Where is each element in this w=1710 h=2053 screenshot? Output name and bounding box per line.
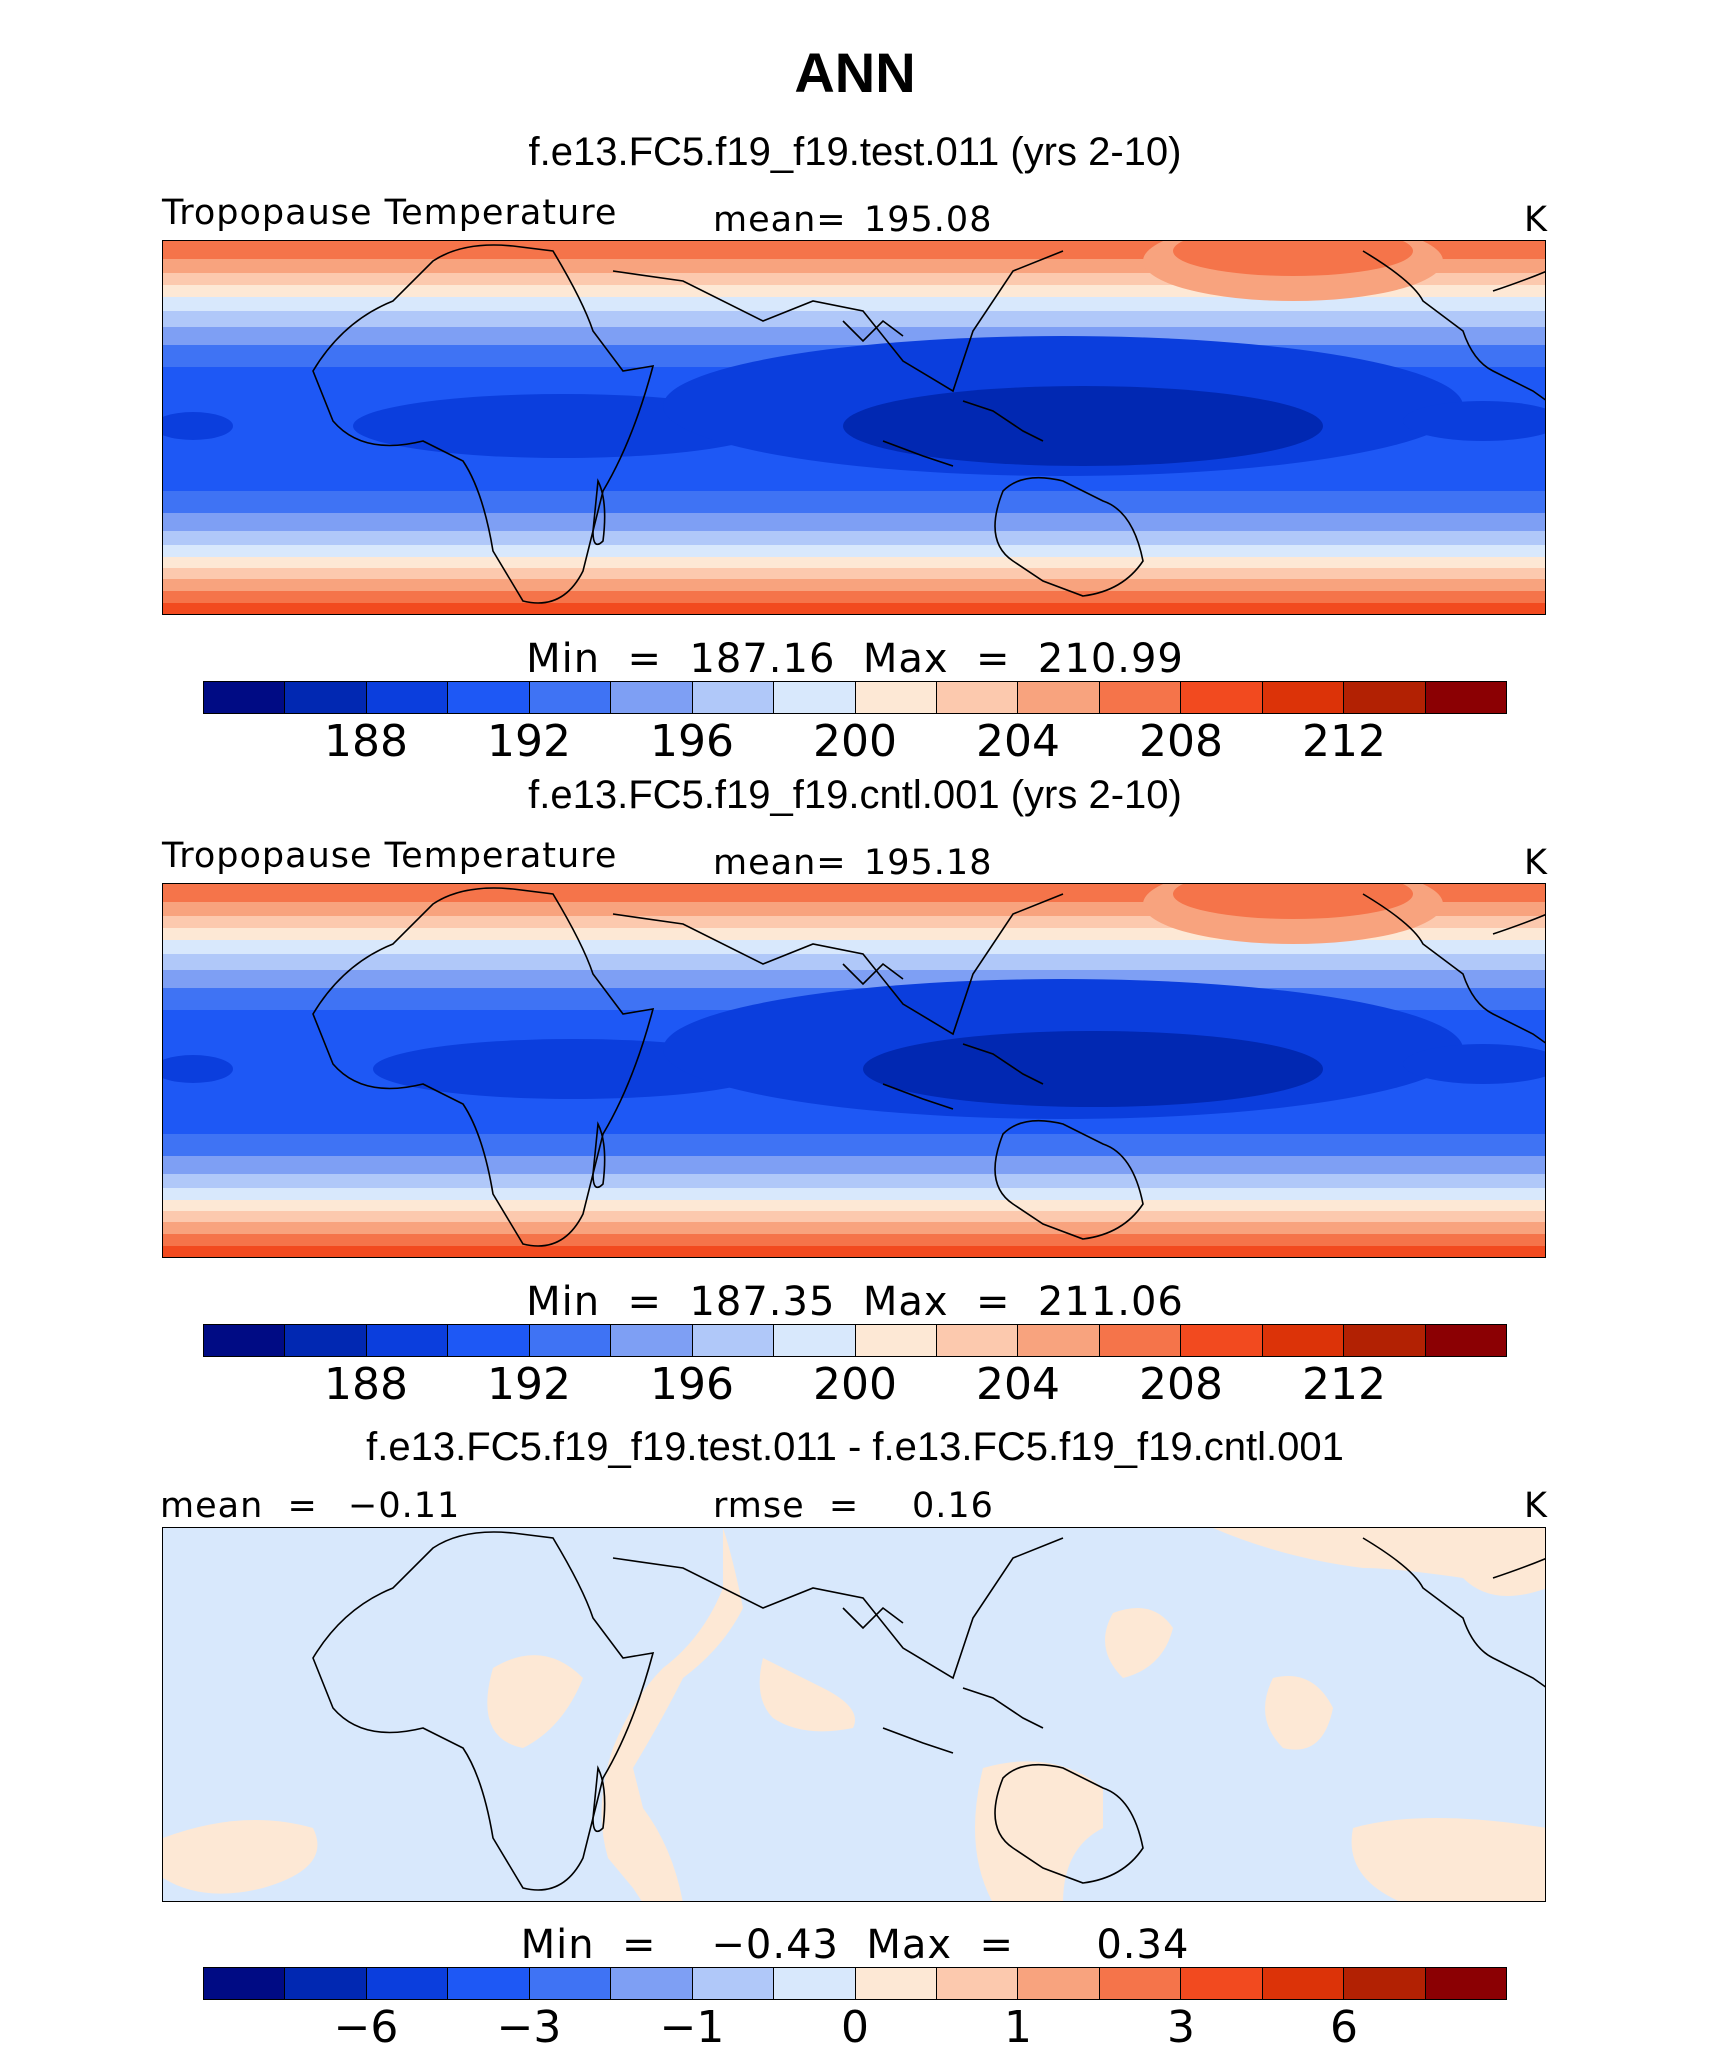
- panel-2-colorbar-swatch: [855, 1325, 937, 1356]
- panel-2-mean-value: 195.18: [864, 843, 993, 883]
- panel-1-mean-value: 195.08: [864, 200, 993, 240]
- panel-3-colorbar-swatch: [448, 1968, 530, 1999]
- panel-1-colorbar-swatch: [1018, 682, 1100, 713]
- panel-1-units: K: [1524, 200, 1548, 240]
- panel-3-colorbar-tick: −1: [659, 2002, 725, 2053]
- panel-3-colorbar-swatch: [1425, 1968, 1506, 1999]
- panel-1-colorbar-swatch: [611, 682, 693, 713]
- panel-2-min-max: Min = 187.35 Max = 211.06: [526, 1279, 1184, 1325]
- panel-3-colorbar: [203, 1967, 1507, 2000]
- panel-1-colorbar-tick: 212: [1302, 716, 1386, 767]
- panel-3-rmse-value: 0.16: [912, 1486, 994, 1526]
- panel-1-colorbar-swatch: [855, 682, 937, 713]
- panel-1-colorbar-swatch: [1099, 682, 1182, 713]
- panel-3-case-title: f.e13.FC5.f19_f19.test.011 - f.e13.FC5.f…: [366, 1425, 1344, 1469]
- figure-title: ANN: [794, 41, 916, 104]
- panel-2-colorbar-swatch: [285, 1325, 367, 1356]
- panel-1-colorbar-swatch: [1425, 682, 1506, 713]
- panel-3-colorbar-swatch: [1099, 1968, 1182, 1999]
- panel-3-min-max: Min = −0.43 Max = 0.34: [520, 1922, 1190, 1968]
- panel-3-colorbar-swatch: [692, 1968, 775, 1999]
- panel-2-colorbar-swatch: [366, 1325, 449, 1356]
- panel-1-colorbar-tick: 192: [487, 716, 571, 767]
- panel-2-colorbar-swatch: [774, 1325, 856, 1356]
- panel-3-colorbar-swatch: [285, 1968, 367, 1999]
- panel-1-colorbar-tick: 196: [650, 716, 734, 767]
- panel-1-colorbar: [203, 681, 1507, 714]
- panel-3-colorbar-tick: −6: [333, 2002, 399, 2053]
- panel-2-colorbar-swatch: [448, 1325, 530, 1356]
- panel-2-colorbar-tick: 212: [1302, 1359, 1386, 1410]
- panel-2-colorbar-tick: 204: [976, 1359, 1060, 1410]
- panel-2-colorbar: [203, 1324, 1507, 1357]
- panel-1-colorbar-swatch: [529, 682, 612, 713]
- panel-2-map: [162, 883, 1546, 1258]
- panel-2-colorbar-swatch: [1099, 1325, 1182, 1356]
- panel-1-map: [162, 240, 1546, 615]
- panel-1-colorbar-swatch: [448, 682, 530, 713]
- panel-1-colorbar-tick: 188: [324, 716, 408, 767]
- panel-3-colorbar-swatch: [1262, 1968, 1345, 1999]
- panel-3-colorbar-swatch: [1181, 1968, 1263, 1999]
- panel-3-map-svg: [163, 1528, 1545, 1901]
- panel-1-colorbar-swatch: [1181, 682, 1263, 713]
- panel-3-colorbar-swatch: [529, 1968, 612, 1999]
- panel-2-mean-label: mean=: [713, 843, 847, 883]
- panel-3-colorbar-swatch: [1344, 1968, 1426, 1999]
- panel-1-map-svg: [163, 241, 1545, 614]
- panel-3-colorbar-tick: 6: [1330, 2002, 1358, 2053]
- panel-2-variable-label: Tropopause Temperature: [162, 836, 618, 876]
- panel-2-case-title: f.e13.FC5.f19_f19.cntl.001 (yrs 2-10): [528, 773, 1182, 817]
- panel-1-colorbar-swatch: [692, 682, 775, 713]
- panel-3-colorbar-tick: −3: [496, 2002, 562, 2053]
- panel-1-colorbar-swatch: [366, 682, 449, 713]
- panel-1-colorbar-swatch: [285, 682, 367, 713]
- panel-1-colorbar-tick: 208: [1139, 716, 1223, 767]
- panel-3-rmse-label: rmse =: [713, 1486, 860, 1526]
- panel-2-colorbar-swatch: [1262, 1325, 1345, 1356]
- panel-3-colorbar-swatch: [936, 1968, 1019, 1999]
- panel-3-units: K: [1524, 1486, 1548, 1526]
- panel-1-colorbar-swatch: [1262, 682, 1345, 713]
- panel-3-mean-label: mean =: [160, 1486, 318, 1526]
- panel-2-colorbar-tick: 188: [324, 1359, 408, 1410]
- panel-3-colorbar-swatch: [204, 1968, 286, 1999]
- panel-1-min-max: Min = 187.16 Max = 210.99: [526, 636, 1184, 682]
- panel-3-colorbar-tick: 1: [1004, 2002, 1032, 2053]
- panel-2-colorbar-tick: 192: [487, 1359, 571, 1410]
- panel-3-colorbar-swatch: [366, 1968, 449, 1999]
- panel-3-map: [162, 1527, 1546, 1902]
- panel-1-variable-label: Tropopause Temperature: [162, 193, 618, 233]
- panel-1-mean-label: mean=: [713, 200, 847, 240]
- panel-2-colorbar-swatch: [1181, 1325, 1263, 1356]
- panel-3-colorbar-tick: 3: [1167, 2002, 1195, 2053]
- panel-2-colorbar-swatch: [1018, 1325, 1100, 1356]
- panel-2-colorbar-tick: 196: [650, 1359, 734, 1410]
- panel-2-colorbar-swatch: [936, 1325, 1019, 1356]
- panel-2-colorbar-tick: 200: [813, 1359, 897, 1410]
- panel-3-colorbar-swatch: [855, 1968, 937, 1999]
- panel-2-colorbar-swatch: [1344, 1325, 1426, 1356]
- panel-2-colorbar-tick: 208: [1139, 1359, 1223, 1410]
- panel-1-colorbar-tick: 200: [813, 716, 897, 767]
- panel-2-map-svg: [163, 884, 1545, 1257]
- panel-1-colorbar-swatch: [774, 682, 856, 713]
- panel-3-colorbar-swatch: [774, 1968, 856, 1999]
- panel-2-units: K: [1524, 843, 1548, 883]
- panel-2-colorbar-swatch: [1425, 1325, 1506, 1356]
- panel-1-colorbar-swatch: [1344, 682, 1426, 713]
- panel-2-colorbar-swatch: [204, 1325, 286, 1356]
- panel-3-mean-value: −0.11: [348, 1486, 461, 1526]
- panel-1-colorbar-swatch: [204, 682, 286, 713]
- panel-1-case-title: f.e13.FC5.f19_f19.test.011 (yrs 2-10): [528, 130, 1182, 174]
- panel-2-colorbar-swatch: [692, 1325, 775, 1356]
- panel-3-colorbar-swatch: [1018, 1968, 1100, 1999]
- panel-3-colorbar-swatch: [611, 1968, 693, 1999]
- panel-2-colorbar-swatch: [611, 1325, 693, 1356]
- panel-3-colorbar-tick: 0: [841, 2002, 869, 2053]
- panel-1-colorbar-tick: 204: [976, 716, 1060, 767]
- panel-1-colorbar-swatch: [936, 682, 1019, 713]
- panel-2-colorbar-swatch: [529, 1325, 612, 1356]
